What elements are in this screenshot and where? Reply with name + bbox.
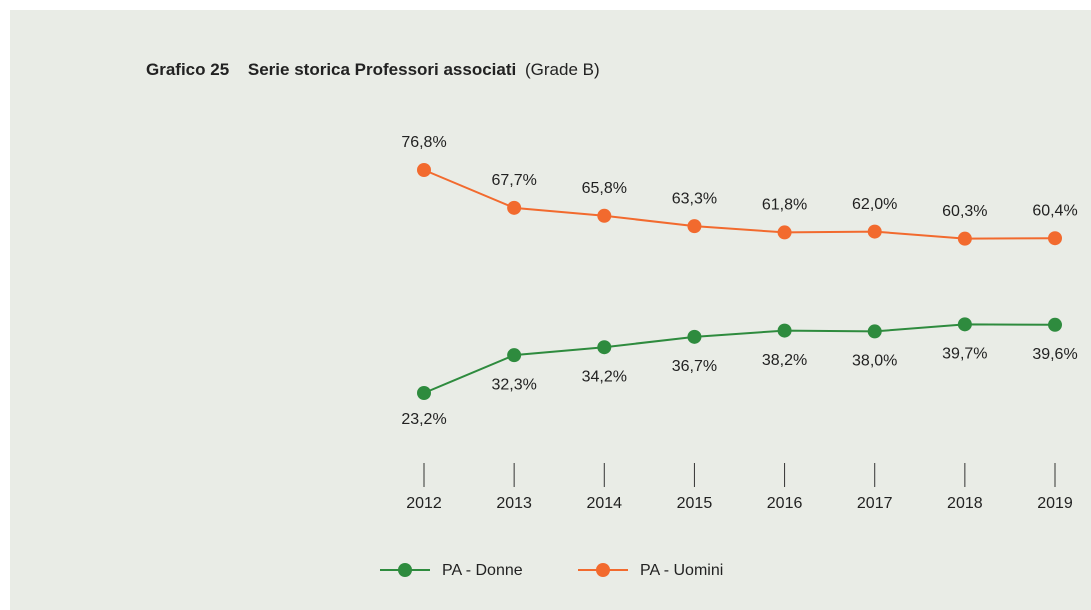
data-label: 32,3% — [491, 376, 536, 393]
chart-title: Grafico 25 Serie storica Professori asso… — [146, 60, 600, 79]
data-label: 62,0% — [852, 196, 897, 213]
point — [957, 231, 972, 246]
x-tick-label: 2013 — [496, 495, 532, 512]
point — [597, 208, 612, 223]
x-tick-label: 2012 — [406, 495, 442, 512]
point — [417, 386, 431, 400]
data-label: 67,7% — [491, 172, 536, 189]
point — [777, 225, 792, 240]
point — [417, 163, 431, 177]
x-tick-label: 2016 — [767, 495, 803, 512]
point — [1048, 231, 1062, 246]
data-label: 38,0% — [852, 353, 897, 370]
point — [867, 224, 882, 239]
title-number: Grafico 25 — [146, 60, 229, 79]
data-label: 60,4% — [1032, 202, 1077, 219]
data-label: 76,8% — [401, 134, 446, 151]
point — [597, 340, 612, 355]
point — [1048, 317, 1062, 332]
data-label: 38,2% — [762, 352, 807, 369]
data-label: 63,3% — [672, 190, 717, 207]
x-tick-label: 2017 — [857, 495, 893, 512]
x-tick-label: 2019 — [1037, 495, 1073, 512]
point — [867, 324, 882, 339]
point — [507, 200, 522, 215]
title-text: Serie storica Professori associati — [248, 60, 516, 79]
point — [777, 323, 792, 338]
x-tick-label: 2014 — [586, 495, 622, 512]
legend-marker — [398, 563, 412, 577]
background — [10, 10, 1091, 610]
data-label: 36,7% — [672, 358, 717, 375]
point — [687, 219, 702, 234]
x-tick-label: 2015 — [677, 495, 713, 512]
data-label: 60,3% — [942, 203, 987, 220]
legend-label: PA - Donne — [442, 562, 523, 579]
data-label: 61,8% — [762, 197, 807, 214]
data-label: 34,2% — [582, 368, 627, 385]
series-line — [423, 323, 1056, 394]
x-tick-label: 2018 — [947, 495, 983, 512]
data-label: 65,8% — [582, 180, 627, 197]
data-label: 39,6% — [1032, 346, 1077, 363]
point — [507, 348, 522, 363]
title-suffix: (Grade B) — [525, 60, 600, 79]
series-line — [423, 169, 1056, 240]
point — [687, 329, 702, 344]
data-label: 39,7% — [942, 346, 987, 363]
point — [957, 317, 972, 332]
data-label: 23,2% — [401, 411, 446, 428]
legend-marker — [596, 563, 610, 577]
legend-label: PA - Uomini — [640, 562, 723, 579]
